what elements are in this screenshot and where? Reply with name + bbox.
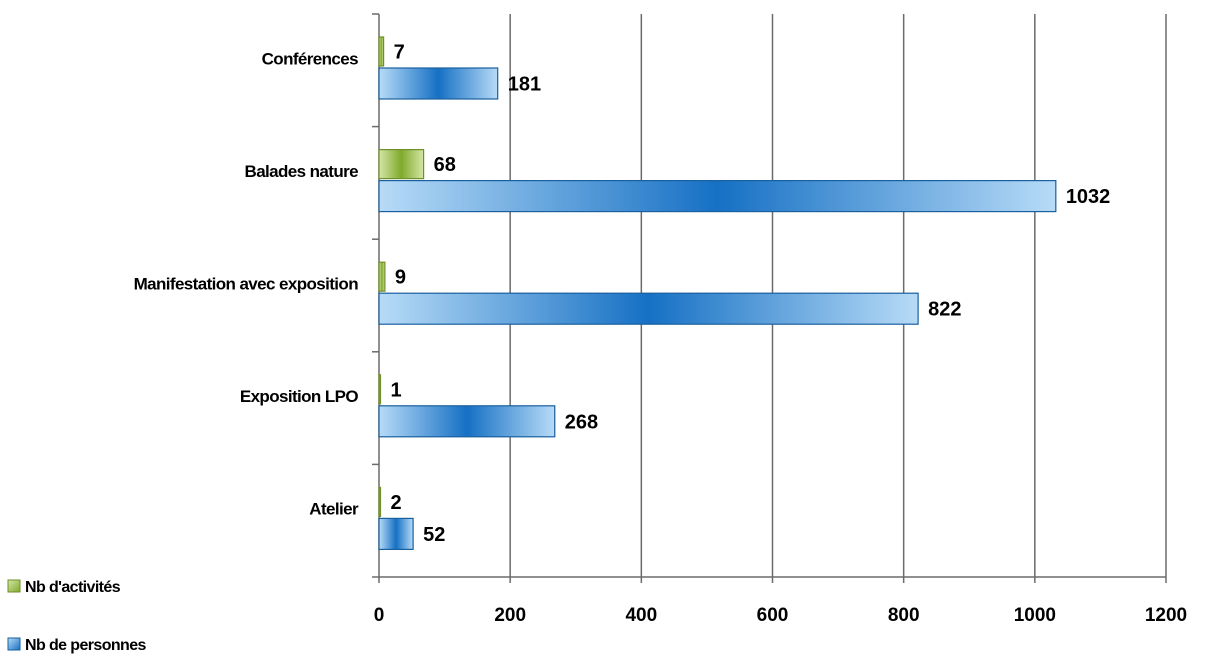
x-tick-label-1000: 1000 xyxy=(1014,605,1056,626)
data-label-nb-de-personnes-manifestation-avec-exposition: 822 xyxy=(928,299,961,321)
x-tick-label-400: 400 xyxy=(625,605,657,626)
data-label-nb-de-personnes-atelier: 52 xyxy=(423,524,445,546)
legend-swatch-nb-de-personnes xyxy=(7,637,21,651)
category-label-manifestation-avec-exposition: Manifestation avec exposition xyxy=(134,275,359,294)
bar-nb-d-activites-atelier xyxy=(378,486,382,517)
data-label-nb-de-personnes-exposition-lpo: 268 xyxy=(565,411,598,433)
bar-nb-de-personnes-exposition-lpo xyxy=(378,405,556,438)
x-tick-label-800: 800 xyxy=(888,605,920,626)
bar-nb-d-activites-balades-nature xyxy=(378,149,425,180)
legend-label-nb-d-activites: Nb d'activités xyxy=(25,579,121,596)
category-label-atelier: Atelier xyxy=(309,500,359,519)
legend-label-nb-de-personnes: Nb de personnes xyxy=(25,637,147,654)
bars xyxy=(378,36,1057,551)
data-label-nb-de-personnes-balades-nature: 1032 xyxy=(1066,186,1111,208)
bar-nb-d-activites-conferences xyxy=(378,36,385,67)
bar-nb-de-personnes-atelier xyxy=(378,517,414,551)
x-tick-label-1200: 1200 xyxy=(1145,605,1187,626)
data-label-nb-de-personnes-conferences: 181 xyxy=(508,74,541,96)
data-label-nb-d-activites-balades-nature: 68 xyxy=(434,154,456,176)
category-label-balades-nature: Balades nature xyxy=(245,162,359,181)
bar-nb-de-personnes-balades-nature xyxy=(378,180,1057,213)
bar-nb-de-personnes-conferences xyxy=(378,67,499,100)
legend-swatch-nb-d-activites xyxy=(7,579,21,593)
x-tick-label-200: 200 xyxy=(494,605,526,626)
bar-nb-de-personnes-manifestation-avec-exposition xyxy=(378,292,919,325)
data-label-nb-d-activites-manifestation-avec-exposition: 9 xyxy=(395,267,406,289)
legend: Nb d'activités Nb de personnes xyxy=(7,579,147,654)
data-label-nb-d-activites-conferences: 7 xyxy=(394,42,405,64)
labels: 0 200 400 600 800 1000 1200 Conférences 7 181 Bala… xyxy=(134,42,1188,627)
data-label-nb-d-activites-exposition-lpo: 1 xyxy=(391,379,402,401)
x-tick-label-0: 0 xyxy=(374,605,385,626)
x-tick-label-600: 600 xyxy=(757,605,789,626)
data-label-nb-d-activites-atelier: 2 xyxy=(391,492,402,514)
bar-nb-d-activites-exposition-lpo xyxy=(378,374,382,405)
category-label-exposition-lpo: Exposition LPO xyxy=(240,387,359,406)
bar-nb-d-activites-manifestation-avec-exposition xyxy=(378,261,386,292)
category-label-conferences: Conférences xyxy=(262,49,359,68)
